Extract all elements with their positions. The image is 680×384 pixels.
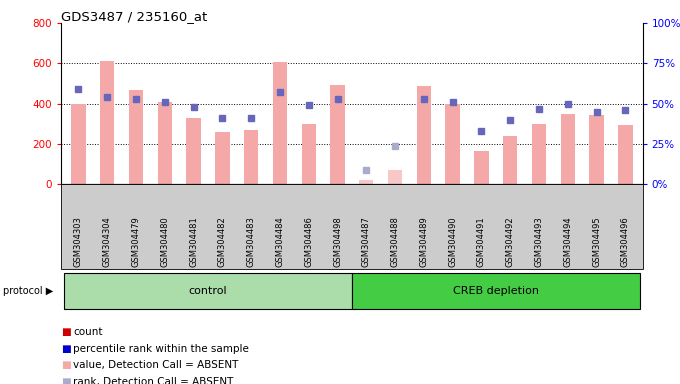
Text: ■: ■	[61, 344, 71, 354]
Text: ■: ■	[61, 327, 71, 337]
Bar	[244, 130, 258, 184]
Bar	[186, 118, 201, 184]
Text: GSM304303: GSM304303	[74, 216, 83, 267]
Bar	[71, 104, 86, 184]
Text: GSM304482: GSM304482	[218, 216, 227, 267]
Text: protocol ▶: protocol ▶	[3, 286, 54, 296]
Text: GSM304304: GSM304304	[103, 216, 112, 267]
Bar	[388, 170, 403, 184]
Text: GSM304490: GSM304490	[448, 216, 457, 267]
Bar	[129, 89, 143, 184]
Bar	[445, 104, 460, 184]
Text: GSM304494: GSM304494	[563, 216, 573, 267]
Bar	[503, 136, 517, 184]
Text: GDS3487 / 235160_at: GDS3487 / 235160_at	[61, 10, 207, 23]
Text: count: count	[73, 327, 103, 337]
Bar	[100, 61, 114, 184]
Bar	[590, 115, 604, 184]
Text: GSM304483: GSM304483	[247, 216, 256, 267]
Text: GSM304486: GSM304486	[304, 216, 313, 267]
Bar	[417, 86, 431, 184]
Text: GSM304481: GSM304481	[189, 216, 198, 267]
Text: GSM304491: GSM304491	[477, 216, 486, 267]
Text: GSM304496: GSM304496	[621, 216, 630, 267]
Text: rank, Detection Call = ABSENT: rank, Detection Call = ABSENT	[73, 377, 234, 384]
Bar	[301, 124, 316, 184]
Text: ■: ■	[61, 360, 71, 370]
Text: value, Detection Call = ABSENT: value, Detection Call = ABSENT	[73, 360, 239, 370]
Text: GSM304498: GSM304498	[333, 216, 342, 267]
Bar	[158, 102, 172, 184]
Text: GSM304489: GSM304489	[420, 216, 428, 267]
Text: GSM304495: GSM304495	[592, 216, 601, 267]
Text: GSM304479: GSM304479	[131, 216, 141, 267]
Text: GSM304488: GSM304488	[390, 216, 400, 267]
Bar	[330, 84, 345, 184]
Text: control: control	[188, 286, 227, 296]
Bar	[359, 180, 373, 184]
Bar	[532, 124, 546, 184]
Text: GSM304484: GSM304484	[275, 216, 284, 267]
Bar	[618, 125, 632, 184]
Text: GSM304487: GSM304487	[362, 216, 371, 267]
Text: GSM304480: GSM304480	[160, 216, 169, 267]
Bar	[560, 114, 575, 184]
Text: percentile rank within the sample: percentile rank within the sample	[73, 344, 250, 354]
Text: GSM304493: GSM304493	[534, 216, 543, 267]
Bar	[215, 132, 230, 184]
Text: ■: ■	[61, 377, 71, 384]
Text: GSM304492: GSM304492	[506, 216, 515, 267]
Bar	[474, 151, 489, 184]
Text: CREB depletion: CREB depletion	[453, 286, 539, 296]
Bar	[273, 62, 287, 184]
